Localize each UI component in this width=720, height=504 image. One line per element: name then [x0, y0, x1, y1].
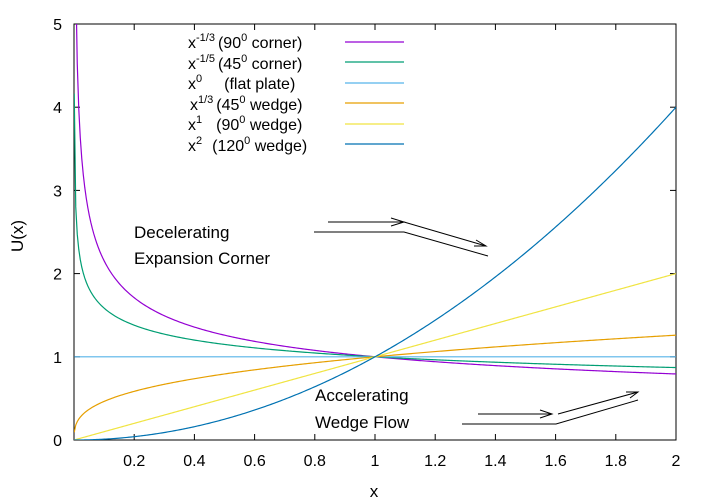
arrow-icon [462, 391, 640, 425]
annotation-accelerating: Accelerating Wedge Flow [315, 386, 640, 432]
annotation-decelerating: Decelerating Expansion Corner [134, 217, 489, 268]
legend-swatches [345, 41, 404, 145]
x-tick-label: 1.2 [424, 453, 446, 470]
x-tick-label: 0.4 [183, 453, 205, 470]
series-line-s1 [75, 24, 676, 375]
x-tick-label: 0.2 [123, 453, 145, 470]
y-tick-label: 3 [53, 183, 62, 200]
series-line-s6 [74, 106, 676, 440]
svg-text:x-1/5(450 corner): x-1/5 (450 corner) [188, 53, 302, 73]
legend-entry-s6: x2 (1200 wedge) [188, 135, 307, 155]
svg-text:x1/3(450 wedge): x1/3 (450 wedge) [190, 94, 302, 114]
legend-entry-s1: x-1/3 (900 corner) [188, 32, 302, 52]
y-tick-label: 2 [53, 267, 62, 284]
svg-text:Decelerating: Decelerating [134, 223, 229, 242]
legend-entry-s5: x1 (900 wedge) [188, 114, 302, 134]
x-tick-label: 0.8 [304, 453, 326, 470]
x-tick-label: 1.4 [484, 453, 506, 470]
x-tick-labels: 0.2 0.4 0.6 0.8 1 1.2 1.4 1.6 1.8 2 [123, 453, 680, 470]
y-axis-label: U(x) [8, 220, 27, 252]
legend-entry-s2: x-1/5 (450 corner) [188, 53, 302, 73]
x-tick-label: 1.6 [544, 453, 566, 470]
x-axis-label: x [370, 482, 379, 501]
x-tick-label: 1.8 [605, 453, 627, 470]
y-tick-label: 4 [53, 100, 62, 117]
y-tick-label: 0 [53, 433, 62, 450]
svg-text:Expansion Corner: Expansion Corner [134, 249, 270, 268]
arrow-icon [314, 217, 489, 257]
svg-text:Wedge Flow: Wedge Flow [315, 413, 410, 432]
svg-text:Accelerating: Accelerating [315, 386, 409, 405]
legend-entry-s4: x1/3 (450 wedge) [190, 94, 302, 114]
svg-text:x0(flat plate): x0 (flat plate) [188, 73, 295, 93]
x-tick-label: 2 [672, 453, 681, 470]
svg-text:x1(900 wedge): x1 (900 wedge) [188, 114, 302, 134]
svg-text:x-1/3(900 corner): x-1/3 (900 corner) [188, 32, 302, 52]
legend: x-1/3 (900 corner) x-1/5 (450 corner) x0 (f… [188, 32, 404, 155]
svg-text:x2(1200 wedge): x2 (1200 wedge) [188, 135, 307, 155]
x-tick-label: 1 [371, 453, 380, 470]
y-tick-labels: 0 1 2 3 4 5 [53, 17, 62, 450]
x-tick-label: 0.6 [243, 453, 265, 470]
series-lines [74, 24, 676, 440]
y-tick-label: 1 [53, 350, 62, 367]
y-tick-label: 5 [53, 17, 62, 34]
legend-entry-s3: x0 (flat plate) [188, 73, 295, 93]
